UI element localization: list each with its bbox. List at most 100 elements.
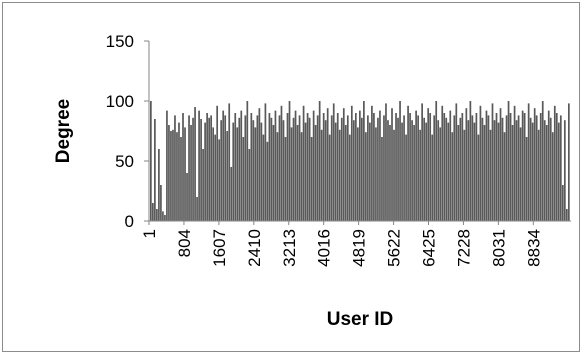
- bar: [517, 115, 520, 221]
- bar: [280, 105, 283, 221]
- bar: [300, 132, 303, 221]
- bar: [232, 122, 235, 221]
- bar: [356, 127, 359, 221]
- bar: [407, 105, 409, 221]
- bar: [443, 113, 446, 221]
- x-tick-label: 2410: [245, 229, 264, 267]
- bar: [174, 115, 176, 221]
- bar: [228, 103, 231, 221]
- bar: [344, 125, 347, 221]
- bar: [515, 120, 518, 221]
- bar: [433, 115, 436, 221]
- bar: [567, 103, 570, 221]
- bar: [324, 120, 327, 221]
- bar: [202, 149, 204, 221]
- bar: [272, 125, 275, 221]
- bar: [160, 185, 162, 221]
- x-tick-label: 8834: [524, 229, 543, 267]
- bar: [383, 115, 385, 221]
- bar: [298, 115, 301, 221]
- bar: [415, 110, 417, 221]
- x-tick-label: 8031: [489, 229, 508, 267]
- bar: [519, 127, 522, 221]
- bar: [236, 127, 239, 221]
- bar: [533, 108, 536, 221]
- bar: [348, 134, 351, 221]
- bar: [541, 101, 544, 221]
- bar: [563, 120, 566, 221]
- bar: [242, 137, 245, 221]
- bar: [304, 122, 307, 221]
- bar: [290, 127, 293, 221]
- bar: [425, 122, 428, 221]
- bar: [352, 120, 355, 221]
- x-tick-label: 4819: [350, 229, 369, 267]
- bar: [238, 117, 241, 221]
- bar: [473, 122, 476, 221]
- bar: [218, 139, 221, 221]
- bar: [246, 101, 249, 221]
- bar: [435, 101, 438, 221]
- bar: [371, 105, 373, 221]
- bar: [294, 110, 297, 221]
- bar: [316, 115, 319, 221]
- bar: [445, 117, 448, 221]
- bar: [292, 117, 295, 221]
- bar: [469, 101, 472, 221]
- bar: [529, 117, 532, 221]
- bar: [423, 117, 426, 221]
- bar: [258, 108, 261, 221]
- bar: [334, 122, 337, 221]
- bar: [186, 173, 188, 221]
- x-tick-label: 804: [175, 229, 194, 257]
- bar: [501, 117, 504, 221]
- bar: [485, 110, 488, 221]
- bar: [150, 101, 152, 221]
- bar: [192, 117, 194, 221]
- bar: [431, 134, 434, 221]
- x-axis-ticks: 1 804 1607 2410 3213 4016 4819 5622 6425 7228 8031…: [140, 221, 543, 267]
- bar: [505, 115, 508, 221]
- bar: [373, 113, 375, 221]
- bar: [421, 103, 423, 221]
- bar: [483, 125, 486, 221]
- bar: [354, 113, 357, 221]
- bar: [403, 115, 405, 221]
- bar: [260, 122, 263, 221]
- bar: [172, 129, 174, 221]
- bar: [419, 129, 421, 221]
- bar: [336, 113, 339, 221]
- bar: [447, 122, 450, 221]
- bar: [543, 120, 546, 221]
- bar: [365, 132, 367, 221]
- bar: [465, 108, 468, 221]
- bar: [509, 113, 512, 221]
- bar: [180, 137, 182, 221]
- bar: [330, 115, 333, 221]
- bar: [178, 122, 180, 221]
- bar: [453, 115, 456, 221]
- x-tick-label: 4016: [315, 229, 334, 267]
- bar: [254, 127, 257, 221]
- bar: [459, 117, 462, 221]
- bar: [531, 122, 534, 221]
- bar: [268, 113, 271, 221]
- bar: [270, 117, 273, 221]
- bar: [212, 127, 215, 221]
- bar: [288, 101, 291, 221]
- bar: [314, 125, 317, 221]
- bar: [461, 113, 464, 221]
- bar: [487, 115, 490, 221]
- y-tick-label: 150: [106, 32, 134, 51]
- bar: [545, 125, 548, 221]
- bar: [393, 129, 395, 221]
- bar: [401, 122, 403, 221]
- bar: [250, 113, 253, 221]
- bar: [481, 117, 484, 221]
- bar: [507, 101, 510, 221]
- bar: [262, 134, 265, 221]
- bar: [248, 149, 251, 221]
- bar: [256, 115, 259, 221]
- bar: [363, 101, 365, 221]
- bar: [154, 119, 156, 221]
